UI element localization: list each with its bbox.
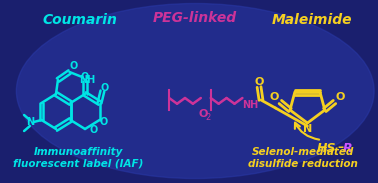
- Text: Maleimide: Maleimide: [272, 13, 353, 27]
- Text: O: O: [198, 109, 208, 119]
- Text: N: N: [303, 124, 312, 134]
- Text: O: O: [90, 125, 98, 135]
- Text: –: –: [337, 141, 343, 154]
- Text: PEG-linked: PEG-linked: [153, 11, 237, 25]
- Text: Selenol-mediated
disulfide reduction: Selenol-mediated disulfide reduction: [248, 147, 358, 169]
- Text: 2: 2: [205, 113, 211, 122]
- Text: O: O: [69, 61, 77, 71]
- Ellipse shape: [16, 3, 374, 178]
- Text: NH: NH: [242, 100, 259, 110]
- Text: O: O: [270, 92, 279, 102]
- Text: O: O: [254, 77, 264, 87]
- Text: Immunoaffinity
fluorescent label (IAF): Immunoaffinity fluorescent label (IAF): [13, 147, 143, 169]
- Text: NH: NH: [79, 75, 95, 85]
- Text: Coumarin: Coumarin: [43, 13, 118, 27]
- Text: O: O: [336, 92, 345, 102]
- Text: O: O: [100, 83, 108, 93]
- Text: O: O: [99, 117, 107, 127]
- Text: HS: HS: [317, 141, 336, 154]
- Text: N: N: [26, 117, 34, 127]
- Text: O: O: [81, 72, 89, 82]
- Text: R: R: [343, 141, 353, 154]
